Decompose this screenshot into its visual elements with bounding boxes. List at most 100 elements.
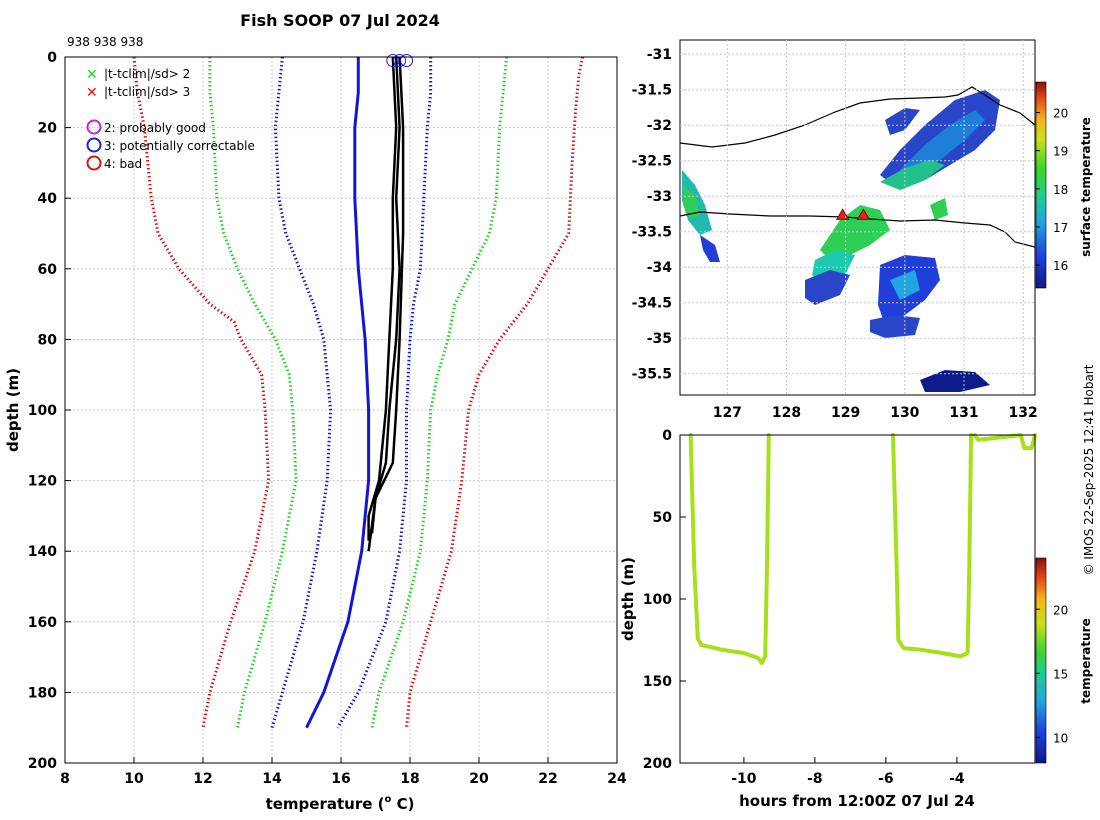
legend-flag4-marker <box>86 155 102 171</box>
profile-series-obs-3 <box>370 56 405 534</box>
time-xtick-label: -8 <box>807 771 823 787</box>
profile-ytick-label: 60 <box>38 262 58 278</box>
map-xtick-label: 129 <box>831 405 860 421</box>
profile-xtick-label: 8 <box>60 771 70 787</box>
sst-colorbar-tick-label: 19 <box>1053 145 1068 159</box>
map-ytick-label: -34.5 <box>632 296 672 312</box>
profile-ids: 938 938 938 <box>67 35 143 49</box>
time-xtick-label: -6 <box>878 771 894 787</box>
sst-colorbar <box>1035 81 1047 289</box>
legend-sd3-label: |t-tclim|/sd> 3 <box>104 85 190 99</box>
time-ytick-label: 0 <box>662 428 672 444</box>
sst-patch-green-band <box>880 160 945 190</box>
profile-xtick-label: 20 <box>469 771 489 787</box>
map-xtick-label: 127 <box>713 405 742 421</box>
temperature-colorbar-tick-label: 10 <box>1053 731 1068 745</box>
profile-xtick-label: 14 <box>262 771 282 787</box>
sst-patch-west-blue <box>700 235 720 262</box>
legend-flag3-marker <box>86 137 102 153</box>
time-ytick-label: 200 <box>643 756 672 772</box>
temperature-colorbar-tick-label: 20 <box>1053 603 1068 617</box>
time-ytick-label: 100 <box>643 592 672 608</box>
profile-series-clim-2sd-low <box>208 57 298 728</box>
profile-xtick-label: 16 <box>331 771 350 787</box>
time-series-cast-1 <box>688 433 771 665</box>
time-xtick-label: -10 <box>731 771 757 787</box>
legend-flag3-label: 3: potentially correctable <box>104 139 255 153</box>
map-ytick-label: -35.5 <box>632 367 672 383</box>
credit-text: © IMOS 22-Sep-2025 12:41 Hobart <box>1082 364 1096 575</box>
sst-patch-west <box>682 170 712 235</box>
profile-series-clim-mean-low <box>270 56 333 729</box>
legend-sd2-label: |t-tclim|/sd> 2 <box>104 67 190 81</box>
profile-series-clim-mean <box>305 57 371 729</box>
map-xtick-label: 130 <box>890 405 919 421</box>
sst-colorbar-tick-label: 17 <box>1053 221 1068 235</box>
map-ytick-label: -33 <box>647 189 672 205</box>
time-ytick-label: 150 <box>643 674 672 690</box>
flag-marker <box>386 54 400 68</box>
time-series-surface-blips <box>972 433 1037 451</box>
map-xtick-label: 128 <box>772 405 801 421</box>
profile-xtick-label: 10 <box>124 771 144 787</box>
coastline <box>679 86 1036 148</box>
map-xtick-label: 131 <box>949 405 978 421</box>
sst-patch-east-green <box>930 198 948 220</box>
sst-patch-northeast-core <box>900 110 985 175</box>
sst-colorbar-tick-label: 18 <box>1053 183 1068 197</box>
profile-ytick-label: 160 <box>28 615 57 631</box>
sst-colorbar-tick-label: 20 <box>1053 107 1068 121</box>
profile-series-clim-mean-high <box>336 57 433 729</box>
profile-ytick-label: 80 <box>38 332 58 348</box>
flag-marker <box>393 54 407 68</box>
sst-colorbar-tick-label: 16 <box>1053 259 1068 273</box>
sst-patch-center-blue <box>805 270 850 305</box>
profile-xtick-label: 24 <box>607 771 627 787</box>
profile-xlabel: temperature (o C) <box>266 794 415 813</box>
profile-ytick-label: 0 <box>47 50 57 66</box>
time-xlabel: hours from 12:00Z 07 Jul 24 <box>739 792 975 810</box>
legend-flag4-label: 4: bad <box>104 157 142 171</box>
profile-xtick-label: 22 <box>538 771 557 787</box>
sst-patch-west-green <box>683 185 700 218</box>
legend-sd3-marker: ✕ <box>86 85 98 101</box>
map-xtick-label: 132 <box>1009 405 1038 421</box>
profile-xtick-label: 18 <box>400 771 419 787</box>
time-series-cast-2 <box>891 433 974 659</box>
legend-flag2-marker <box>86 119 102 135</box>
flag-marker <box>400 54 414 68</box>
time-background <box>680 435 1035 763</box>
sst-colorbar-label: surface temperature <box>1079 117 1093 257</box>
temperature-colorbar-tick-label: 15 <box>1053 667 1068 681</box>
chart-title: Fish SOOP 07 Jul 2024 <box>240 11 440 30</box>
sst-field <box>682 90 1000 392</box>
sst-patch-south-lower <box>870 315 920 338</box>
map-ytick-label: -32.5 <box>632 154 672 170</box>
profile-ylabel: depth (m) <box>4 368 22 452</box>
map-ytick-label: -34 <box>647 260 673 276</box>
legend-sd2-marker: ✕ <box>86 67 98 83</box>
profile-ytick-label: 200 <box>28 756 57 772</box>
profile-ytick-label: 180 <box>28 685 57 701</box>
map-ytick-label: -32 <box>647 118 672 134</box>
map-ytick-label: -33.5 <box>632 225 672 241</box>
profile-series-obs-2 <box>367 56 398 541</box>
profile-ytick-label: 40 <box>38 191 58 207</box>
map-axes-box <box>679 39 1036 396</box>
profile-ytick-label: 20 <box>38 121 58 137</box>
sst-patch-northwest <box>885 108 920 135</box>
profile-ytick-label: 100 <box>28 403 57 419</box>
time-ylabel: depth (m) <box>619 557 637 641</box>
profile-plot: 8 10 12 14 16 18 20 22 24 0 20 40 60 80 100 120 140 160 1… <box>4 50 627 813</box>
sst-map: 127 128 129 130 131 132 -31 -31.5 -32 -32.5 -33 -33… <box>632 39 1093 421</box>
ship-track-line <box>679 211 1036 248</box>
profile-ytick-label: 140 <box>28 544 57 560</box>
profile-xtick-label: 12 <box>193 771 212 787</box>
temperature-colorbar-label: temperature <box>1079 618 1093 703</box>
track-marker <box>856 208 871 220</box>
profile-series-clim-3sd-low <box>132 56 271 728</box>
time-xtick-label: -4 <box>949 771 965 787</box>
depth-time-plot: -10 -8 -6 -4 0 50 100 150 200 hours from 12:00Z… <box>619 428 1093 810</box>
profile-series-clim-3sd-high <box>405 56 584 728</box>
profile-series-obs-1 <box>367 56 401 552</box>
